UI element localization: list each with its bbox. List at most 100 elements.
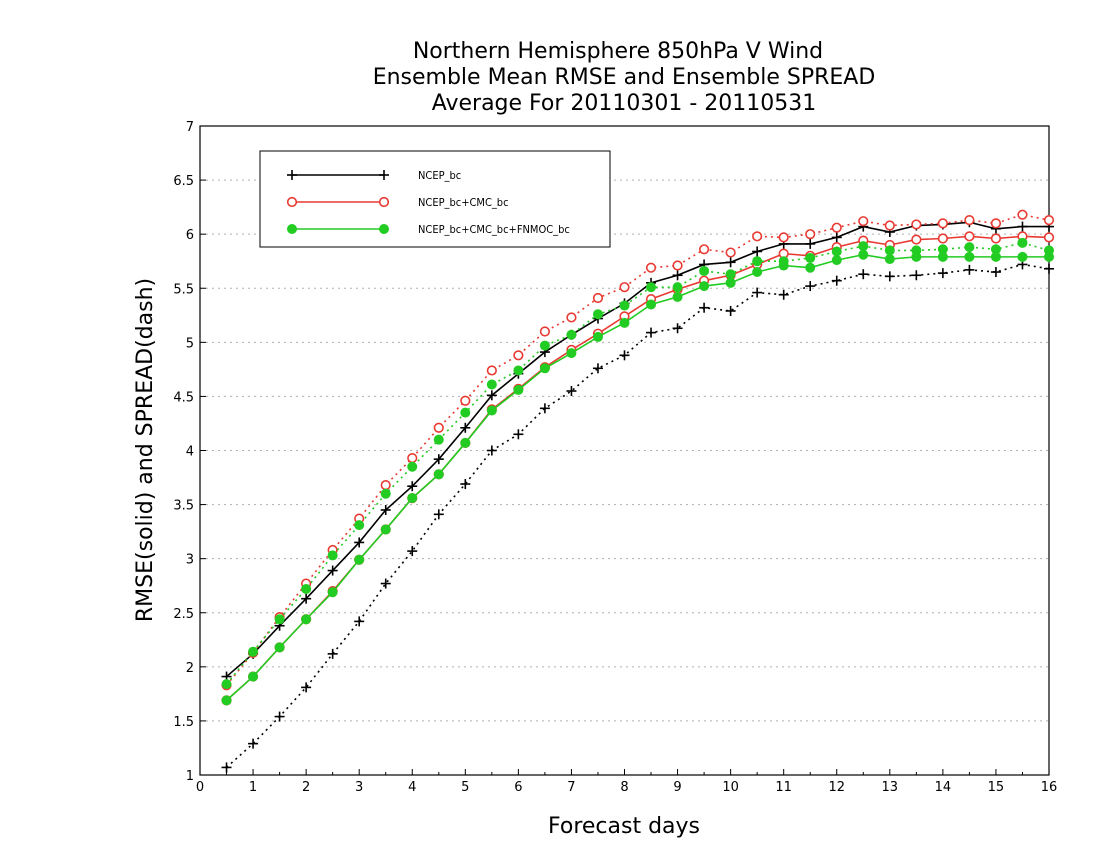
series-2-rmse-point-30 [1017,251,1028,262]
series-0-rmse-point-10 [486,390,497,401]
x-tick-label-13: 13 [882,780,899,795]
series-0-spread-point-4 [327,648,338,659]
series-2-spread-point-10 [486,379,497,390]
series-0-rmse-point-30 [1017,221,1028,232]
series-1-spread-point-17 [672,260,683,271]
y-tick-label-4: 3 [186,553,194,568]
series-0-spread-point-16 [646,327,657,338]
series-1-spread-point-19 [725,247,736,258]
legend: NCEP_bc NCEP_bc+CMC_bc NCEP_bc+CMC_bc+FNMO… [259,150,611,248]
series-2-rmse-point-17 [672,291,683,302]
series-2-rmse-point-23 [831,255,842,266]
series-2-rmse-point-24 [858,249,869,260]
legend-marker-start-0 [287,170,297,180]
legend-item-0: NCEP_bc [287,169,461,182]
series-2-spread-point-7 [407,461,418,472]
series-0-spread-line [225,263,1050,769]
series-0-spread-point-24 [858,269,869,280]
x-tick-label-2: 2 [302,780,310,795]
legend-marker-start-2 [287,224,297,234]
series-2-rmse-point-1 [248,671,259,682]
series-1-rmse-point-31 [1043,232,1055,243]
series-0-spread-point-22 [805,281,816,292]
series-2-rmse-point-20 [752,267,763,278]
series-0-spread-point-21 [778,289,789,300]
series-1-spread-point-12 [539,326,551,337]
series-0-spread-point-31 [1044,263,1054,274]
x-tick-label-16: 16 [1041,780,1058,795]
series-1-spread-point-13 [566,312,577,323]
series-2-rmse-point-15 [619,317,630,328]
series-1-spread-point-24 [858,216,869,227]
legend-item-2: NCEP_bc+CMC_bc+FNMOC_bc [287,223,570,236]
series-2-spread-point-4 [327,550,338,561]
series-1-spread-point-14 [592,292,604,304]
series-0-spread-point-17 [672,323,683,334]
x-tick-label-1: 1 [249,780,257,795]
series-2-rmse-point-22 [805,262,816,273]
series-1-spread-point-25 [884,220,895,231]
legend-box [259,150,611,248]
series-1-spread-point-26 [911,219,922,230]
series-2-spread-point-8 [433,434,444,445]
series-1-rmse-line [225,235,1050,701]
series-2-rmse-point-10 [486,405,497,416]
series-0-spread-point-10 [486,445,497,456]
series-2-spread-point-22 [805,252,816,263]
series-2-rmse-point-2 [274,642,285,653]
series-0-spread-point-29 [990,267,1001,278]
series-2-rmse-point-27 [937,251,948,262]
series-2-rmse-point-6 [380,524,391,535]
y-tick-label-5: 3.5 [173,499,194,514]
x-axis-label: Forecast days [548,814,700,839]
series-2-spread-point-18 [699,265,710,276]
series-2-rmse-point-19 [725,277,736,288]
series-1-spread-point-29 [990,218,1002,229]
series-2-rmse-point-28 [964,251,975,262]
chart-title-line-1: Northern Hemisphere 850hPa V Wind [413,39,823,64]
series-0-spread-point-18 [699,302,710,313]
series-0-spread-point-26 [911,270,922,281]
series-2-spread-point-28 [964,242,975,253]
series-2-spread-point-16 [646,282,657,293]
series-1-rmse-point-27 [937,233,948,244]
series-1-spread-point-10 [486,365,497,376]
x-tick-label-7: 7 [567,780,575,795]
x-tick-label-5: 5 [461,780,469,795]
legend-label-1: NCEP_bc+CMC_bc [418,196,509,209]
series-2-rmse-point-21 [778,260,789,271]
chart-title: Northern Hemisphere 850hPa V Wind Ensemb… [373,39,876,116]
legend-marker-end-0 [379,170,389,180]
series-2-spread [221,237,1054,690]
series-0-spread-point-1 [248,738,259,749]
series-2-spread-point-0 [221,679,232,690]
series-0-spread-point-3 [301,682,312,693]
y-tick-label-11: 6.5 [173,174,194,189]
series-1-spread-point-7 [407,452,418,464]
x-tick-label-3: 3 [355,780,363,795]
series-2-spread-point-1 [248,646,259,657]
series-0-rmse-point-5 [354,537,365,548]
series-0-rmse-point-4 [327,565,338,576]
x-tick-label-6: 6 [514,780,522,795]
y-tick-label-1: 1.5 [173,715,194,730]
series-2-rmse-point-26 [911,251,922,262]
series-0-spread-point-13 [566,386,577,397]
series-1-rmse [221,231,1055,706]
axes: 0 1 2 3 4 5 6 7 8 9 10 11 12 13 14 15 1611.522.533.544.5… [173,120,1057,795]
series-0-rmse-point-6 [380,504,391,515]
series-2-rmse [221,249,1054,706]
series-0-rmse-point-19 [725,257,736,268]
series-0-rmse-point-3 [301,593,312,604]
series-2-rmse-point-11 [513,384,524,395]
series-2-spread-point-14 [592,309,603,320]
series-2-rmse-point-0 [221,695,232,706]
series-0-spread-point-12 [539,403,550,414]
series-2-spread-point-13 [566,329,577,340]
series-2-rmse-point-4 [327,587,338,598]
x-tick-label-9: 9 [673,780,681,795]
series-layer [221,209,1055,773]
legend-marker-start-1 [286,196,298,208]
series-2-rmse-point-29 [990,251,1001,262]
